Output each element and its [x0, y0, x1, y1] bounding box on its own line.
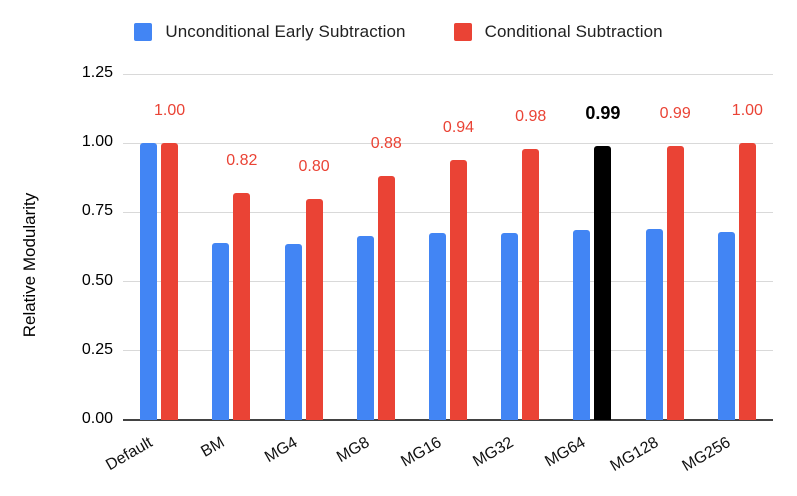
x-tick-label-mg8: MG8	[333, 434, 373, 467]
y-tick-label: 1.00	[81, 133, 113, 151]
bar-conditional-mg8	[377, 176, 395, 420]
bar-conditional-mg128	[666, 145, 684, 420]
bar-conditional-mg64	[594, 145, 612, 420]
bar-conditional-mg16	[450, 159, 467, 420]
x-tick-label-mg256: MG256	[679, 434, 734, 475]
gridline	[123, 142, 773, 144]
x-tick-label-mg4: MG4	[261, 434, 301, 467]
legend-item-unconditional: Unconditional Early Subtraction	[134, 22, 406, 42]
bar-unconditional-bm	[212, 242, 230, 420]
y-tick-label: 1.25	[81, 64, 113, 81]
value-label-bm: 0.82	[226, 152, 258, 170]
blue-square-swatch-icon	[134, 23, 153, 41]
bar-conditional-mg32	[522, 148, 540, 420]
gridline	[123, 73, 773, 75]
x-axis-line	[123, 419, 773, 421]
value-label-mg16: 0.94	[442, 118, 475, 136]
bar-unconditional-default	[140, 143, 158, 420]
y-tick-label: 0.75	[81, 202, 113, 220]
x-tick-label-bm: BM	[198, 434, 228, 461]
bar-conditional-default	[161, 143, 179, 420]
bar-unconditional-mg32	[501, 233, 519, 420]
bar-conditional-mg256	[738, 143, 756, 420]
value-label-mg64: 0.99	[585, 102, 621, 123]
gridline	[123, 350, 773, 352]
value-label-mg8: 0.88	[370, 135, 402, 153]
bar-unconditional-mg128	[645, 229, 663, 420]
value-label-mg32: 0.98	[515, 107, 547, 125]
x-tick-label-mg128: MG128	[607, 434, 662, 475]
bar-conditional-bm	[233, 193, 251, 420]
value-label-mg128: 0.99	[659, 104, 691, 122]
legend-label-conditional: Conditional Subtraction	[484, 22, 663, 41]
bar-unconditional-mg8	[356, 235, 374, 420]
plot-area: 0.00 0.25 0.50 0.75 1.00 1.25 1.00 Default 0.82 B…	[82, 64, 773, 475]
bar-unconditional-mg4	[284, 244, 302, 420]
red-square-swatch-icon	[453, 23, 472, 41]
gridline	[123, 211, 773, 213]
x-tick-label-mg16: MG16	[398, 434, 445, 471]
x-tick-label-default: Default	[103, 434, 156, 475]
legend-item-conditional: Conditional Subtraction	[453, 22, 663, 42]
gridline	[123, 281, 773, 283]
value-label-mg256: 1.00	[731, 102, 763, 120]
legend: Unconditional Early Subtraction Conditio…	[0, 22, 797, 42]
value-label-mg4: 0.80	[298, 157, 330, 175]
bar-unconditional-mg256	[717, 231, 735, 420]
bar-unconditional-mg16	[429, 233, 446, 420]
x-tick-label-mg64: MG64	[542, 434, 589, 471]
value-label-default: 1.00	[154, 102, 186, 120]
bar-conditional-mg4	[305, 198, 323, 420]
x-tick-label-mg32: MG32	[470, 434, 517, 471]
bar-unconditional-mg64	[573, 230, 591, 420]
legend-label-unconditional: Unconditional Early Subtraction	[165, 22, 406, 41]
y-tick-label: 0.00	[81, 410, 113, 427]
y-tick-label: 0.50	[81, 271, 113, 289]
y-tick-label: 0.25	[81, 340, 113, 358]
